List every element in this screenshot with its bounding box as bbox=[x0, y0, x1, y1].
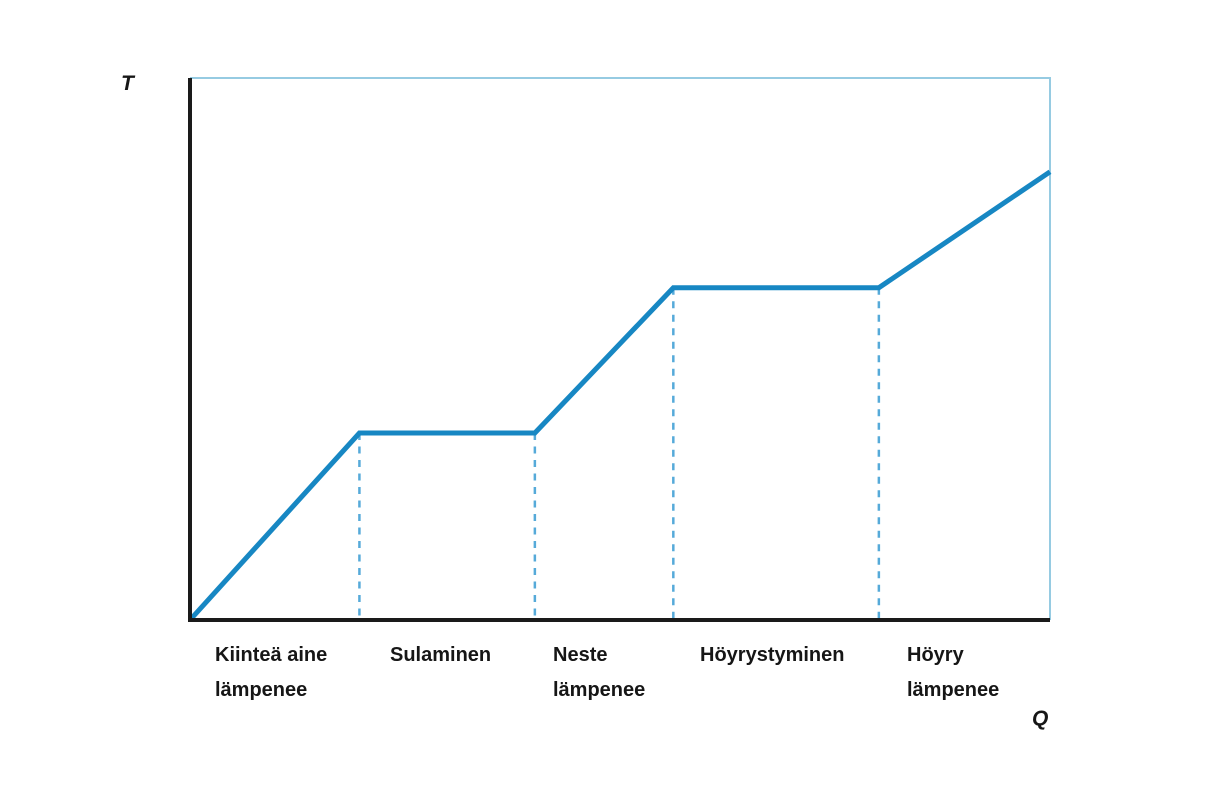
plot-frame bbox=[190, 77, 1051, 620]
segment-label: Höyrystyminen bbox=[700, 638, 845, 673]
segment-label-line: lämpenee bbox=[553, 679, 646, 701]
x-axis-label: Q bbox=[1032, 707, 1049, 730]
segment-label-line: Neste bbox=[553, 644, 608, 666]
segment-label-line: lämpenee bbox=[215, 679, 308, 701]
heating-curve-line bbox=[188, 169, 1052, 622]
segment-label-line: lämpenee bbox=[907, 679, 1000, 701]
segment-label-line: Höyrystyminen bbox=[700, 644, 845, 666]
segment-label-line: Sulaminen bbox=[390, 644, 492, 666]
segment-label-line: Höyry bbox=[907, 644, 964, 666]
y-axis-label: T bbox=[121, 72, 134, 95]
segment-label: Kiinteä aine lämpenee bbox=[215, 638, 327, 708]
segment-label: Sulaminen bbox=[390, 638, 491, 673]
segment-label: Neste lämpenee bbox=[553, 638, 645, 708]
segment-label-line: Kiinteä aine bbox=[215, 644, 328, 666]
segment-label: Höyry lämpenee bbox=[907, 638, 999, 708]
